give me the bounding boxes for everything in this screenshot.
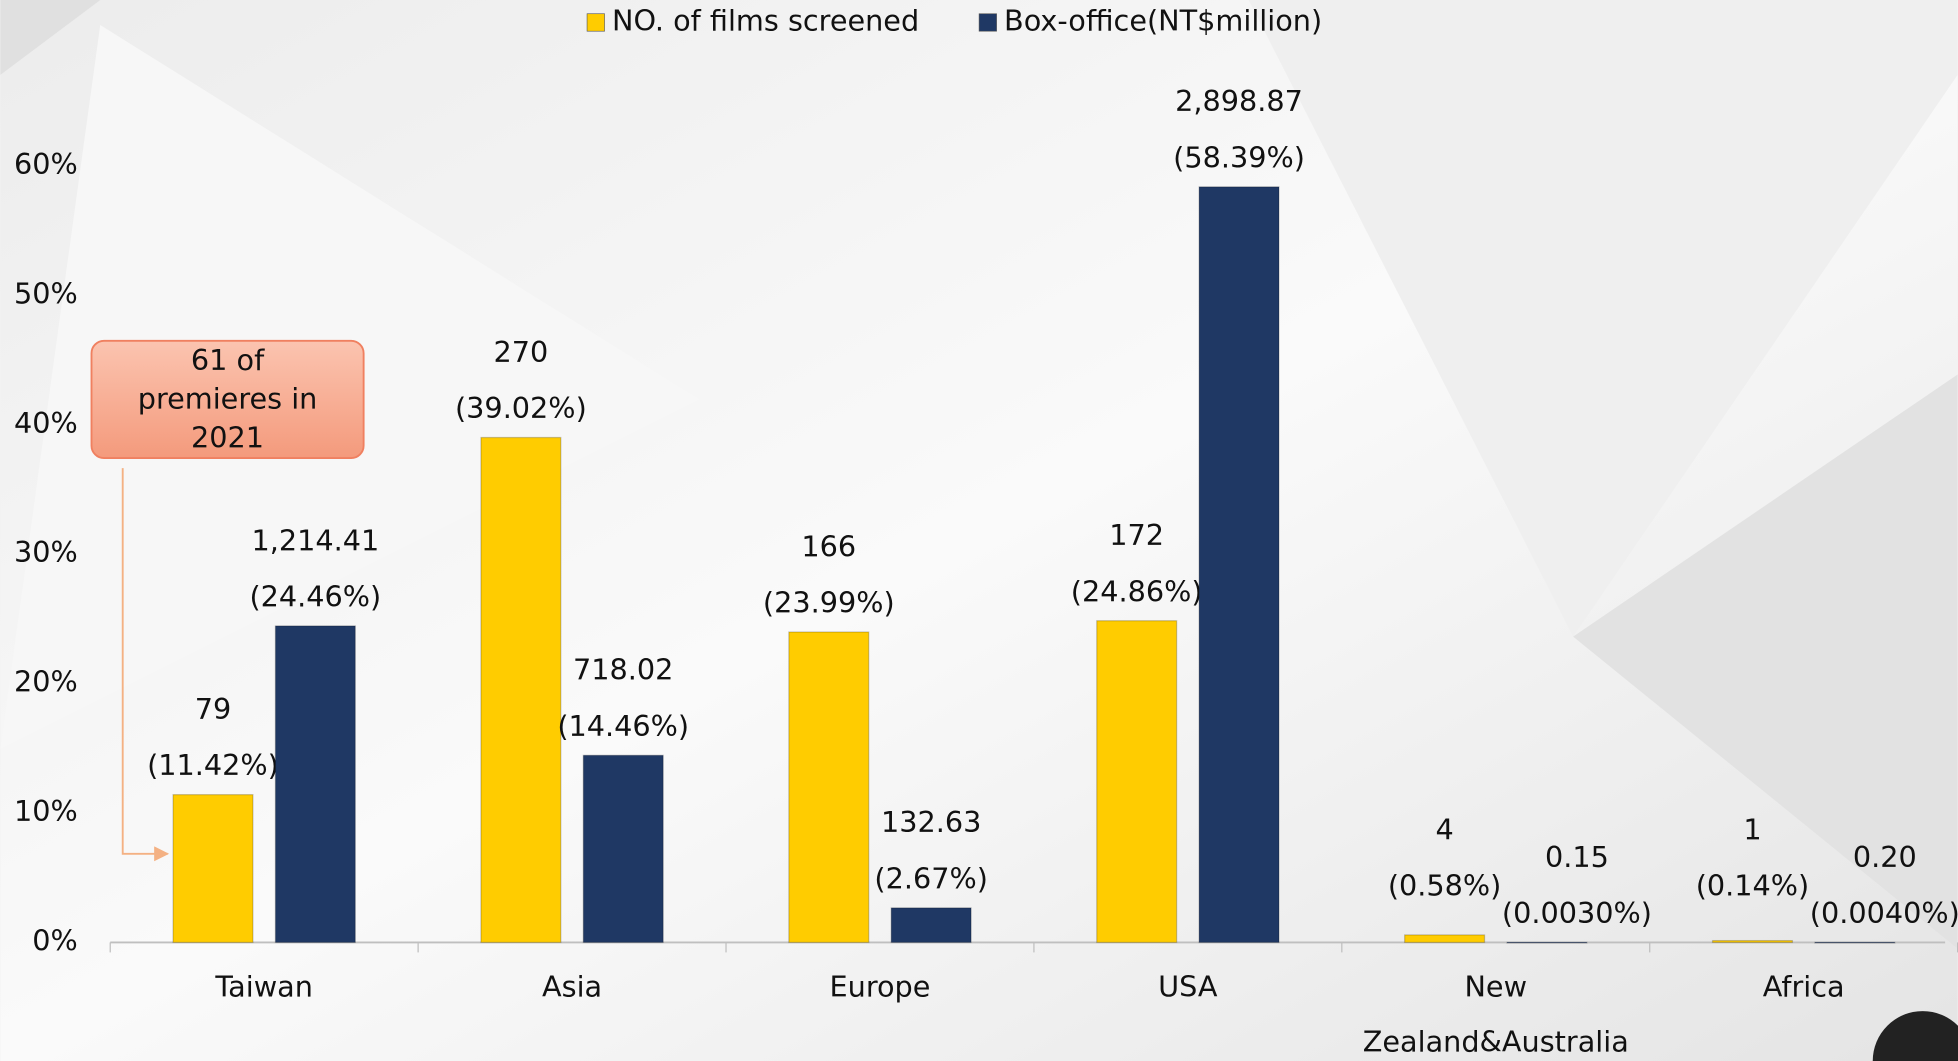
legend-swatch	[586, 13, 605, 32]
value-label: (0.0040%)	[1810, 896, 1958, 930]
value-label: 166	[801, 529, 856, 563]
y-tick-label: 40%	[14, 406, 78, 440]
value-label: (2.67%)	[874, 861, 988, 895]
bg-shape	[0, 0, 101, 75]
value-label: 4	[1435, 812, 1453, 846]
annotation-box	[90, 339, 365, 460]
value-label: (23.99%)	[763, 586, 895, 620]
bar	[582, 754, 664, 944]
value-label: 1,214.41	[251, 523, 379, 557]
bg-shape	[1248, 0, 1958, 637]
bar	[1096, 620, 1178, 944]
value-label: (14.46%)	[557, 709, 689, 743]
bar	[1198, 186, 1280, 944]
legend-swatch	[978, 13, 997, 32]
annotation-text: premieres in	[138, 382, 318, 416]
value-label: (39.02%)	[455, 391, 587, 425]
value-label: (24.46%)	[249, 579, 381, 613]
bar	[1506, 941, 1588, 944]
value-label: (0.0030%)	[1502, 896, 1652, 930]
value-label: 270	[494, 335, 549, 369]
legend-label: NO. of films screened	[612, 3, 919, 37]
y-tick-label: 60%	[14, 147, 78, 181]
value-label: (24.86%)	[1071, 574, 1203, 608]
bar	[788, 631, 870, 944]
value-label: 0.15	[1545, 840, 1609, 874]
x-tick-label: USA	[1158, 970, 1218, 1004]
value-label: (58.39%)	[1173, 140, 1305, 174]
annotation-arrow	[121, 468, 170, 862]
y-tick-label: 10%	[14, 794, 78, 828]
value-label: 718.02	[573, 653, 673, 687]
value-label: (0.14%)	[1696, 868, 1810, 902]
y-tick-label: 0%	[32, 923, 78, 957]
bar	[1711, 939, 1794, 944]
x-tick-label: New Zealand&Australia	[1363, 970, 1629, 1059]
x-tick-label: Europe	[830, 970, 931, 1004]
value-label: 2,898.87	[1175, 84, 1303, 118]
bar	[890, 907, 972, 944]
bar	[1404, 934, 1486, 944]
corner-button	[1872, 1011, 1958, 1061]
value-label: 79	[195, 692, 232, 726]
bar	[274, 625, 356, 944]
y-tick-label: 50%	[14, 276, 78, 310]
annotation-text: 2021	[191, 420, 264, 454]
bg-shape	[1573, 374, 1958, 949]
x-tick-label: Africa	[1763, 970, 1845, 1004]
value-label: 132.63	[881, 805, 981, 839]
y-tick-label: 20%	[14, 665, 78, 699]
bar	[1814, 941, 1896, 944]
value-label: (11.42%)	[147, 748, 279, 782]
value-label: 172	[1109, 518, 1164, 552]
bar	[172, 794, 254, 944]
value-label: 0.20	[1853, 840, 1917, 874]
x-tick-label: Taiwan	[214, 970, 313, 1004]
bar	[480, 436, 562, 944]
x-tick-label: Asia	[542, 970, 602, 1004]
value-label: (0.58%)	[1388, 868, 1502, 902]
y-tick-label: 30%	[14, 535, 78, 569]
value-label: 1	[1743, 812, 1761, 846]
legend-label: Box-office(NT$million)	[1004, 3, 1322, 37]
annotation-text: 61 of	[191, 343, 265, 377]
